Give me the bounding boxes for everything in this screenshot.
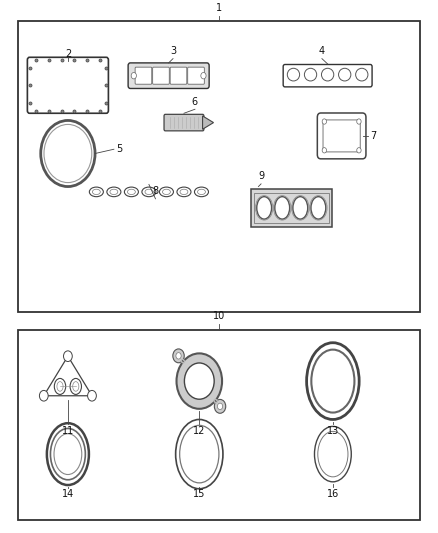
Text: 2: 2 — [65, 49, 71, 59]
Circle shape — [322, 148, 326, 153]
Circle shape — [131, 72, 137, 79]
Polygon shape — [202, 116, 214, 129]
FancyBboxPatch shape — [164, 114, 204, 131]
Circle shape — [177, 353, 222, 409]
Text: 15: 15 — [193, 489, 205, 499]
FancyBboxPatch shape — [128, 63, 209, 88]
FancyBboxPatch shape — [187, 67, 204, 84]
Circle shape — [322, 119, 326, 124]
Circle shape — [357, 119, 361, 124]
Circle shape — [217, 403, 223, 409]
Circle shape — [39, 390, 48, 401]
FancyBboxPatch shape — [152, 67, 169, 84]
Ellipse shape — [311, 197, 326, 219]
Circle shape — [184, 363, 214, 399]
Text: 9: 9 — [258, 171, 264, 181]
Bar — [18, 21, 420, 312]
Text: 12: 12 — [193, 426, 205, 437]
Bar — [18, 330, 420, 520]
Text: 6: 6 — [192, 96, 198, 107]
Text: 7: 7 — [370, 131, 376, 141]
Text: 16: 16 — [327, 489, 339, 499]
Circle shape — [176, 353, 181, 359]
Text: 14: 14 — [62, 489, 74, 499]
Circle shape — [201, 72, 206, 79]
Text: 10: 10 — [213, 311, 225, 321]
Text: 11: 11 — [62, 426, 74, 437]
Text: 1: 1 — [216, 3, 222, 13]
FancyBboxPatch shape — [251, 189, 332, 227]
Ellipse shape — [275, 197, 290, 219]
Circle shape — [88, 390, 96, 401]
Text: 8: 8 — [152, 186, 159, 196]
Circle shape — [64, 351, 72, 361]
Text: 13: 13 — [327, 426, 339, 437]
Circle shape — [173, 349, 184, 363]
Circle shape — [214, 399, 226, 413]
FancyBboxPatch shape — [170, 67, 187, 84]
Text: 4: 4 — [319, 46, 325, 56]
FancyBboxPatch shape — [135, 67, 152, 84]
Circle shape — [357, 148, 361, 153]
Ellipse shape — [293, 197, 308, 219]
Ellipse shape — [257, 197, 272, 219]
Text: 5: 5 — [116, 144, 122, 154]
Text: 3: 3 — [170, 46, 176, 56]
